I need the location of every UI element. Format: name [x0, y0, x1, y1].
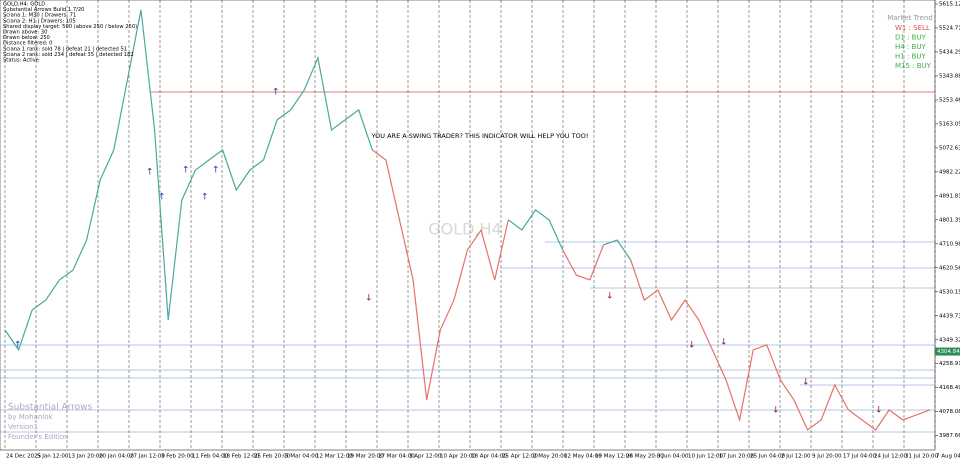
buy-arrow: ↑	[14, 341, 22, 351]
buy-arrow: ↑	[201, 193, 209, 203]
x-tick-label: 13 Jan 20:00	[68, 454, 103, 460]
x-tick-label: 17 Jun 20:00	[719, 454, 754, 460]
trend-row: W1 : SELL	[895, 24, 930, 32]
branding-line: by Mohanlok	[8, 413, 54, 421]
x-tick-label: 3 Jun 04:00	[657, 454, 689, 460]
info-line: Drawn above: 30	[3, 30, 47, 36]
price-line	[603, 239, 632, 261]
y-tick-label: 4258.91	[939, 361, 960, 367]
branding-line: Version1	[8, 423, 38, 431]
y-tick-label: 4078.08	[939, 409, 960, 415]
x-tick-label: 19 May 12:00	[595, 454, 633, 460]
sell-arrow: ↓	[688, 341, 696, 351]
x-tick-label: 27 Jan 12:00	[130, 454, 165, 460]
info-line: Sciana 2: H1 | Drawers: 105	[3, 18, 76, 24]
y-tick-label: 4439.73	[939, 313, 960, 319]
sell-arrow: ↓	[365, 294, 373, 304]
y-tick-label: 4801.39	[939, 217, 960, 223]
y-tick-label: 4530.15	[939, 289, 960, 295]
y-tick-label: 5163.05	[939, 121, 960, 127]
y-tick-label: 4891.81	[939, 193, 960, 199]
info-line: Drawn below: 250	[3, 35, 50, 41]
price-line	[630, 259, 931, 431]
y-tick-label: 3987.66	[939, 433, 960, 439]
x-tick-label: 25 Jun 04:00	[750, 454, 785, 460]
x-tick-label: 3 Feb 20:00	[161, 454, 194, 460]
trend-row: H4 : BUY	[895, 43, 926, 51]
trend-row: M15 : BUY	[895, 62, 932, 70]
y-tick-label: 4982.22	[939, 169, 960, 175]
x-tick-label: 31 Jul 20:00	[905, 454, 938, 460]
y-tick-label: 4620.56	[939, 265, 960, 271]
info-line: Sciana 1 rank: sold 78 | defeat 21 | det…	[3, 46, 127, 52]
x-tick-label: 12 May 04:00	[564, 454, 602, 460]
info-line: Status: Active	[3, 58, 39, 64]
x-tick-label: 11 Feb 04:00	[192, 454, 229, 460]
x-tick-label: 18 Apr 04:00	[471, 454, 507, 460]
signal-arrows: ↑ ↑ ↑ ↑ ↑ ↑ ↑ ↓ ↓ ↓ ↓ ↓ ↓ ↓	[14, 88, 883, 416]
buy-arrow: ↑	[158, 193, 166, 203]
x-tick-label: 17 Jul 04:00	[843, 454, 876, 460]
x-tick-label: 2 May 20:00	[533, 454, 568, 460]
y-tick-label: 5615.12	[939, 2, 960, 8]
price-line	[507, 209, 564, 251]
y-tick-label: 4710.98	[939, 241, 960, 247]
branding-line: Substantial Arrows	[8, 403, 93, 413]
sell-arrow: ↓	[772, 406, 780, 416]
x-tick-label: 5 Mar 04:00	[285, 454, 319, 460]
y-tick-label: 5524.71	[939, 25, 960, 31]
x-tick-label: 9 Jul 20:00	[812, 454, 842, 460]
x-tick-label: 7 Aug 04:00	[936, 454, 960, 460]
x-tick-label: 5 Jan 12:00	[37, 454, 69, 460]
info-line: GOLD,H4: GOLD	[3, 2, 45, 8]
x-tick-label: 20 Jan 04:00	[99, 454, 134, 460]
trend-row: D1 : BUY	[895, 34, 927, 42]
y-tick-label: 5072.63	[939, 145, 960, 151]
x-tick-label: 10 Jun 12:00	[688, 454, 723, 460]
info-line: Sciana 1: M30 | Drawers: 71	[3, 13, 76, 19]
price-line	[562, 244, 605, 281]
sell-arrow: ↓	[720, 338, 728, 348]
x-tick-label: 24 Dec 2025	[6, 454, 42, 460]
trend-title: Market Trend	[887, 14, 932, 22]
info-line: Distance filtered: 0	[3, 41, 52, 47]
buy-arrow: ↑	[182, 166, 190, 176]
y-tick-label: 5434.29	[939, 49, 960, 55]
annotation: YOU ARE A SWING TRADER? THIS INDICATOR W…	[371, 132, 589, 140]
x-tick-label: 12 Mar 12:00	[316, 454, 353, 460]
price-line	[371, 149, 509, 401]
buy-arrow: ↑	[146, 168, 154, 178]
plot-frame	[0, 0, 936, 451]
current-price-tag	[935, 347, 960, 356]
info-line: Shared display target: 500 (above 250 / …	[3, 24, 137, 30]
watermark: GOLD,H4	[428, 220, 502, 239]
x-tick-label: 27 Mar 04:00	[378, 454, 415, 460]
trend-row: H1 : BUY	[895, 53, 926, 61]
sell-arrow: ↓	[606, 292, 614, 302]
branding-line: Founder's Edition	[8, 433, 69, 441]
x-tick-label: 10 Apr 20:00	[440, 454, 476, 460]
x-tick-label: 25 Feb 20:00	[254, 454, 291, 460]
info-line: Substantial Arrows Build 1.7/20	[3, 7, 84, 13]
x-tick-label: 3 Apr 12:00	[409, 454, 442, 460]
y-tick-label: 4168.49	[939, 385, 960, 391]
price-line	[4, 9, 373, 352]
info-line: Sciana 2 rank: sold 234 | defeat 35 | de…	[3, 52, 134, 58]
sell-arrow: ↓	[875, 406, 883, 416]
y-tick-label: 5253.46	[939, 97, 960, 103]
sell-arrow: ↓	[802, 378, 810, 388]
x-tick-label: 19 Mar 20:00	[347, 454, 384, 460]
buy-arrow: ↑	[272, 88, 280, 98]
current-price-label: 4304.84	[937, 349, 960, 355]
x-tick-label: 2 Jul 12:00	[781, 454, 811, 460]
x-tick-label: 24 Jul 12:00	[874, 454, 907, 460]
buy-arrow: ↑	[212, 166, 220, 176]
x-tick-label: 18 Feb 12:00	[223, 454, 260, 460]
levels	[0, 91, 935, 433]
x-tick-label: 26 May 20:00	[626, 454, 664, 460]
x-tick-label: 25 Apr 12:00	[502, 454, 538, 460]
y-tick-label: 5343.88	[939, 73, 960, 79]
y-tick-label: 4349.32	[939, 337, 960, 343]
